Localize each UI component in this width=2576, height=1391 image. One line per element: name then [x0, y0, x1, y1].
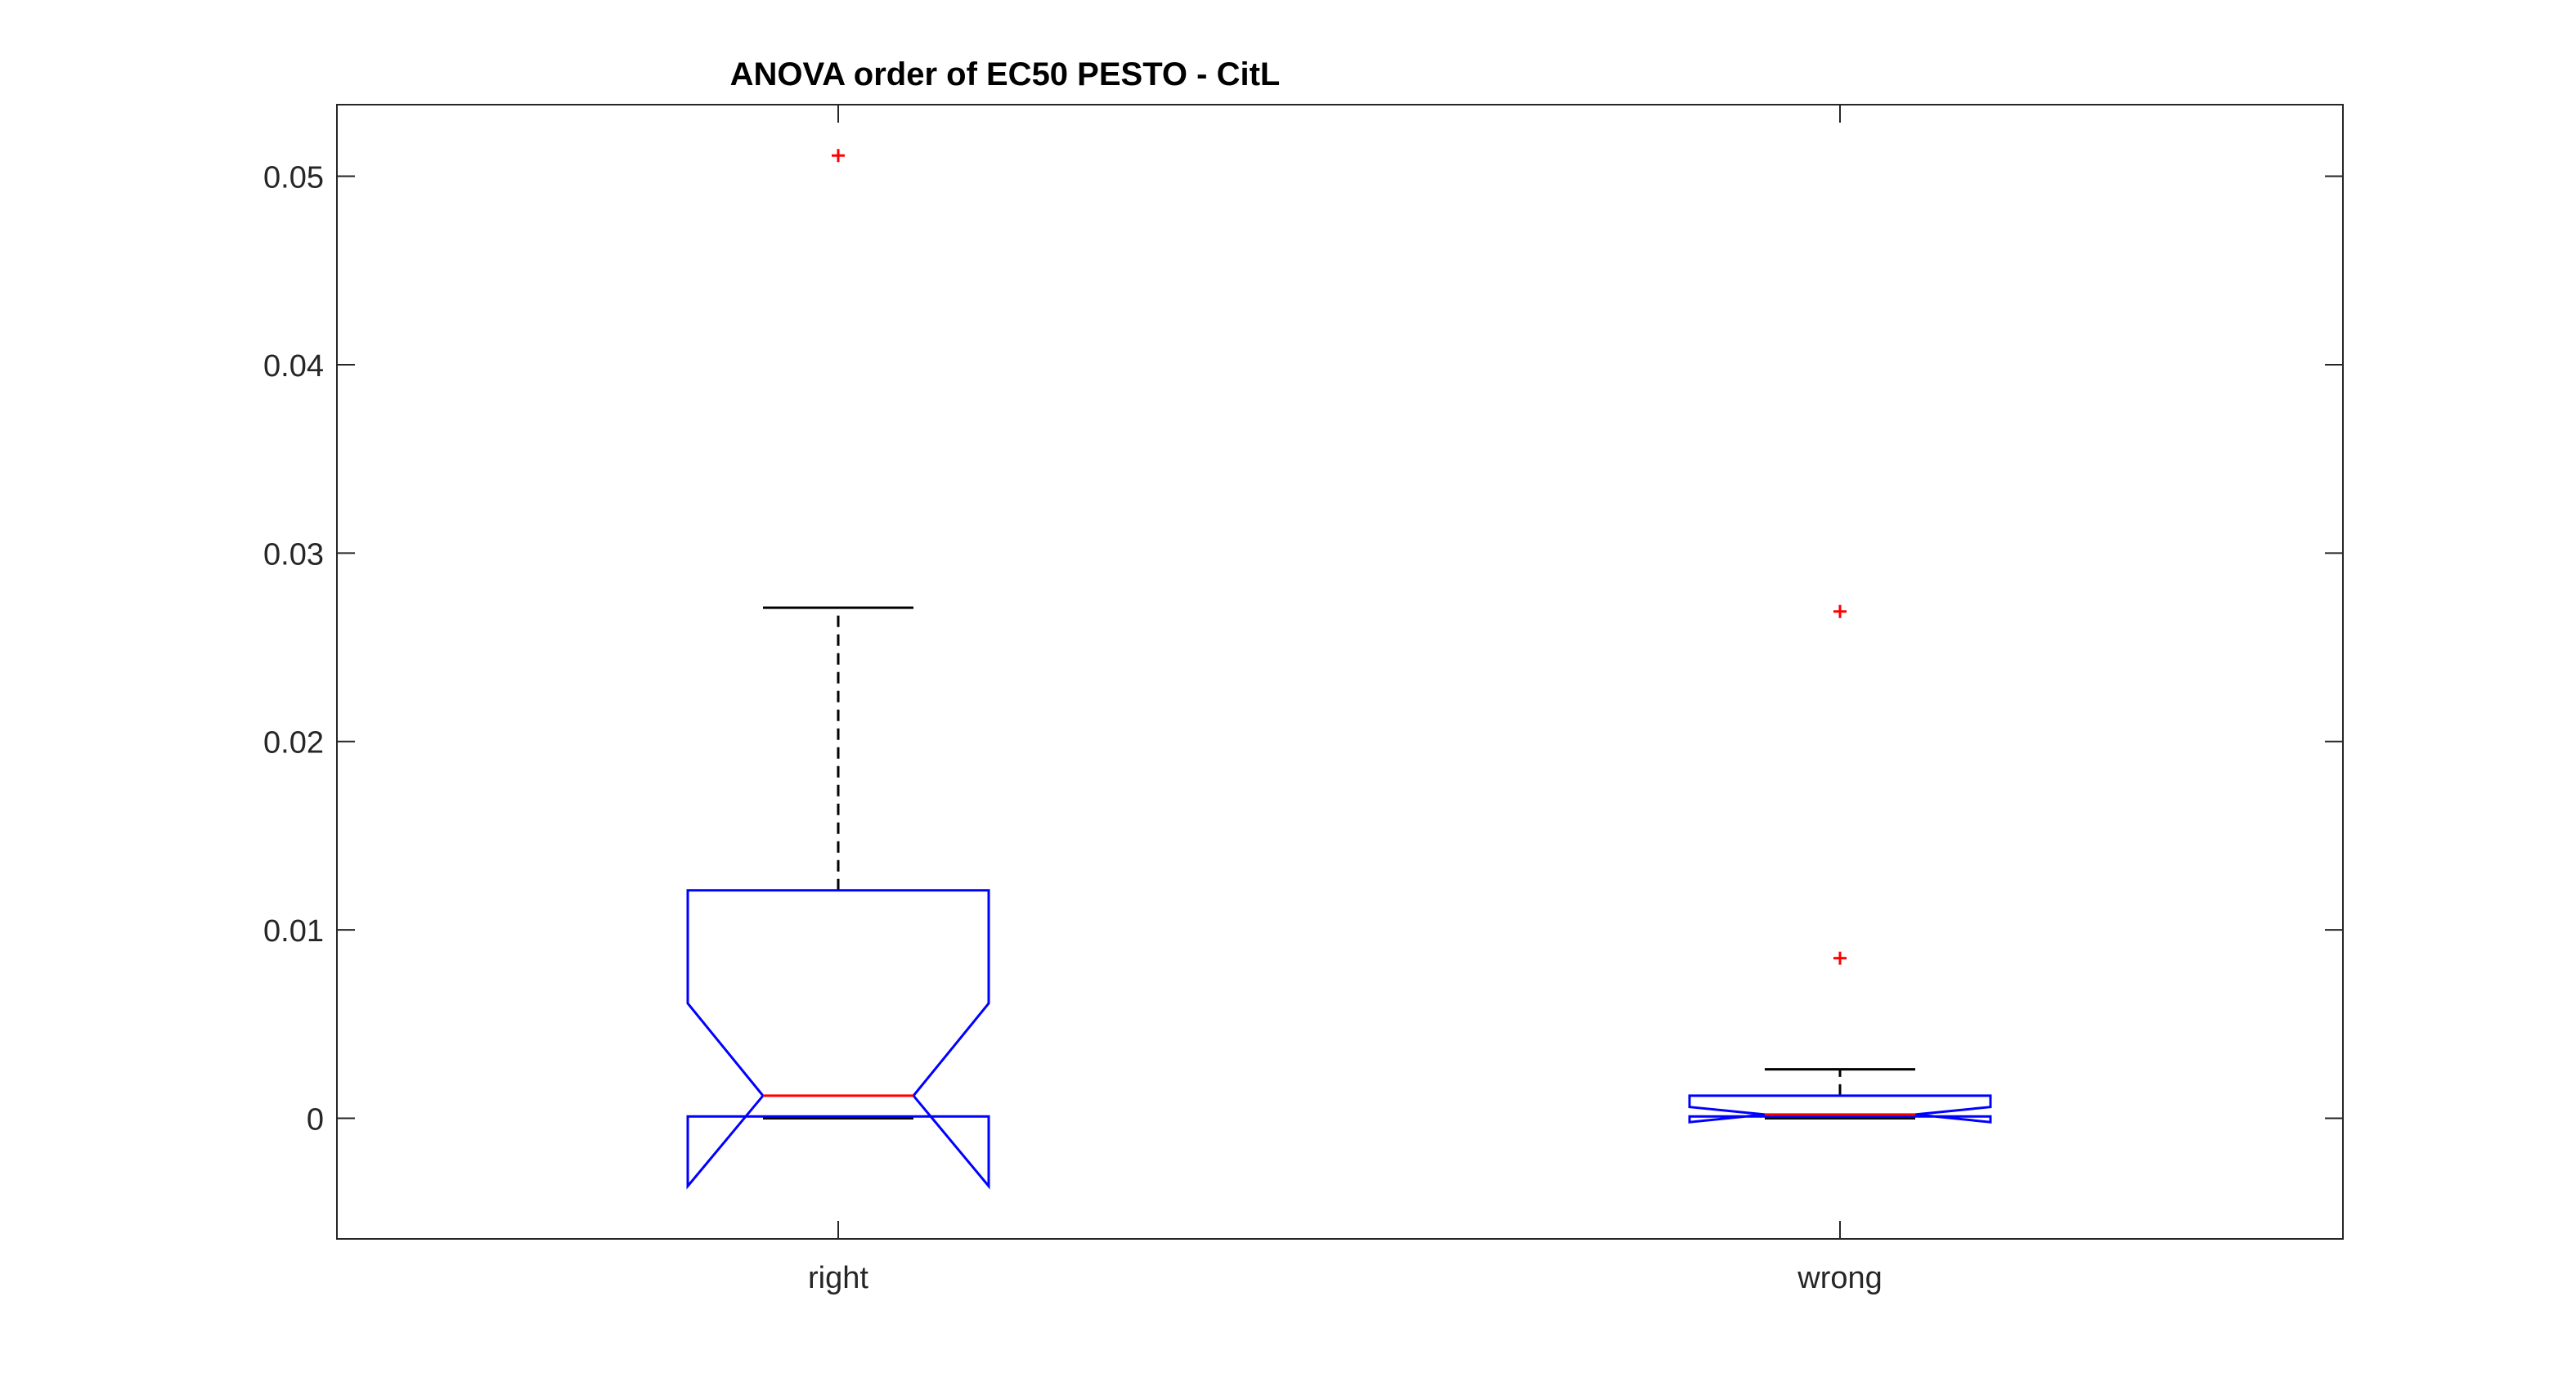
outlier-marker [1833, 951, 1847, 965]
y-tick-label: 0.04 [263, 349, 324, 384]
y-tick-label: 0.03 [263, 537, 324, 572]
outlier-marker [832, 149, 845, 163]
notched-box [1688, 1094, 1992, 1124]
box-group-wrong [1688, 604, 1992, 1124]
y-tick-label: 0.05 [263, 161, 324, 195]
x-tick-label: wrong [1797, 1261, 1883, 1295]
y-tick-label: 0.01 [263, 914, 324, 949]
notched-box [686, 889, 990, 1190]
boxes [686, 149, 1992, 1190]
plot-area-frame [336, 104, 2344, 1240]
chart-title: ANOVA order of EC50 PESTO - CitL [730, 56, 1281, 92]
outlier-marker [1833, 604, 1847, 618]
y-tick-label: 0.02 [263, 726, 324, 761]
y-tick-label: 0 [307, 1103, 324, 1137]
x-tick-label: right [808, 1261, 868, 1295]
axis-ticks: 0 0.01 0.02 0.03 0.04 0.05 right wrong [263, 105, 2343, 1295]
box-group-right [686, 149, 990, 1190]
